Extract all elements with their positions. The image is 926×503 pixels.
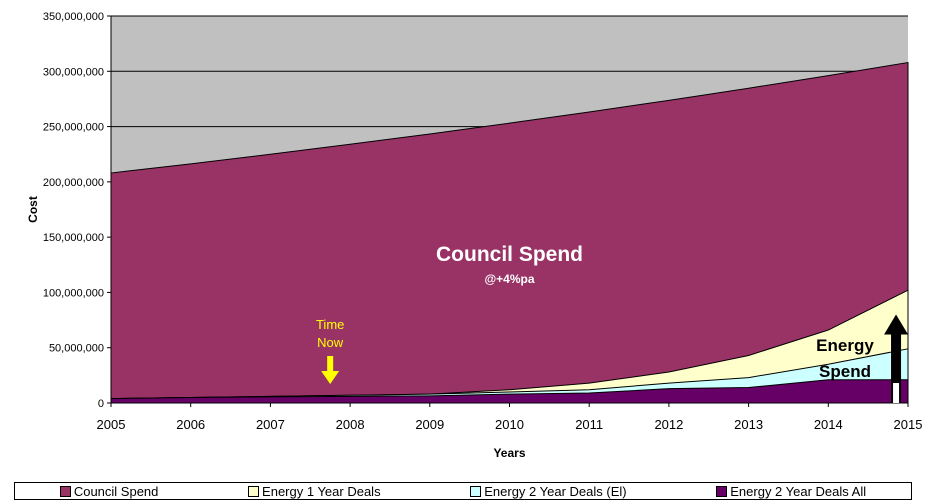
series-area-council-spend: [110, 61, 909, 404]
area-chart: 0 50,000,000 100,000,000 150,000,000 200,000…: [26, 11, 923, 460]
legend-swatch: [59, 485, 71, 497]
x-tick-label: 2009: [415, 417, 444, 432]
y-tick-labels: 0 50,000,000 100,000,000 150,000,000 200,000…: [43, 11, 104, 410]
growth-rate-label: @+4%pa: [484, 272, 534, 286]
energy-spend-label-line1: Energy: [816, 336, 874, 355]
legend-label: Energy 2 Year Deals (El): [484, 483, 627, 499]
x-tick-label: 2005: [97, 417, 126, 432]
x-tick-labels: 2005 2006 2007 2008 2009 2010 2011 2012 2013 2014…: [97, 417, 923, 432]
y-tick-label: 0: [98, 398, 104, 410]
energy-spend-label-line2: Spend: [819, 362, 871, 381]
time-now-arrow-icon: [321, 356, 340, 384]
time-now-label-line2: Now: [317, 335, 344, 350]
legend-label: Council Spend: [73, 483, 159, 499]
legend-item-energy-2-year-el: Energy 2 Year Deals (El): [470, 483, 627, 499]
time-now-label-line1: Time: [316, 317, 344, 332]
y-tick-label: 50,000,000: [49, 343, 104, 355]
y-tick-label: 100,000,000: [43, 287, 104, 299]
x-tick-label: 2014: [814, 417, 843, 432]
x-tick-label: 2011: [575, 417, 603, 432]
legend-item-energy-2-year-all: Energy 2 Year Deals All: [716, 484, 866, 499]
x-axis-title: Years: [493, 446, 525, 460]
axes: [107, 15, 909, 407]
y-axis-title: Cost: [26, 196, 40, 223]
y-tick-label: 150,000,000: [43, 232, 104, 244]
x-tick-label: 2015: [894, 417, 923, 432]
legend-item-energy-1-year: Energy 1 Year Deals: [248, 484, 381, 499]
y-tick-label: 300,000,000: [43, 66, 104, 78]
x-tick-label: 2007: [256, 417, 285, 432]
legend-label: Energy 1 Year Deals: [262, 483, 381, 499]
y-tick-label: 250,000,000: [43, 122, 104, 134]
x-tick-label: 2010: [495, 417, 524, 432]
energy-arrow-base: [893, 383, 900, 403]
legend-label: Energy 2 Year Deals All: [730, 483, 867, 499]
energy-spend-arrow-icon: [884, 314, 909, 403]
legend: Council Spend Energy 1 Year Deals Energy…: [14, 482, 912, 500]
y-tick-label: 200,000,000: [43, 177, 104, 189]
y-tick-label: 350,000,000: [43, 11, 104, 23]
x-tick-label: 2013: [734, 417, 763, 432]
x-tick-label: 2008: [336, 417, 365, 432]
legend-item-council-spend: Council Spend: [59, 483, 159, 499]
legend-swatch: [248, 485, 260, 497]
legend-swatch: [716, 485, 728, 497]
series-areas: [110, 61, 909, 404]
x-tick-label: 2006: [176, 417, 205, 432]
x-tick-label: 2012: [654, 417, 683, 432]
council-spend-label: Council Spend: [436, 243, 583, 266]
annotations: Council Spend @+4%pa Time Now Energy Spe…: [316, 243, 909, 403]
legend-swatch: [470, 485, 482, 497]
